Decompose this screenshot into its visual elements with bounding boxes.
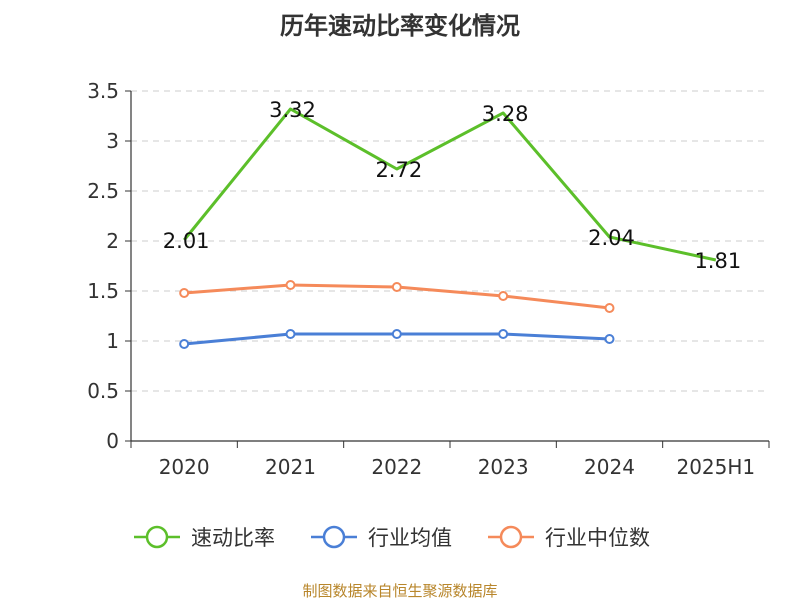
y-tick-label-2: 1 [106,329,119,353]
data-label-2: 2.72 [375,158,422,182]
x-tick-label-0: 2020 [159,455,210,479]
series-2-point-1 [285,280,296,290]
x-tick-label-4: 2024 [584,455,635,479]
legend-label-0: 速动比率 [191,526,275,550]
legend-label-2: 行业中位数 [545,526,650,550]
y-tick-label-0: 0 [106,429,119,453]
x-tick-label-1: 2021 [265,455,316,479]
legend-label-1: 行业均值 [368,526,452,550]
y-tick-label-3: 1.5 [87,279,119,303]
y-tick-label-6: 3 [106,129,119,153]
data-label-0: 2.01 [163,229,210,253]
series-2-point-2 [391,282,402,292]
source-note: 制图数据来自恒生聚源数据库 [302,582,497,600]
legend: 速动比率 行业均值 行业中位数 [134,525,650,550]
x-tick-label-5: 2025H1 [676,455,755,479]
series-layer [179,107,717,349]
series-2-point-4 [604,303,615,313]
data-label-3: 3.28 [482,102,529,126]
series-line-0 [183,107,717,262]
grid-lines [131,90,769,392]
series-1-point-0 [179,339,190,349]
series-2-point-0 [179,288,190,298]
series-1-point-3 [498,329,509,339]
series-1-point-4 [604,334,615,344]
y-tick-label-4: 2 [106,229,119,253]
legend-marker-2 [499,525,523,549]
x-tick-label-2: 2022 [371,455,422,479]
legend-marker-0 [145,525,169,549]
y-tick-label-1: 0.5 [87,379,119,403]
chart-title: 历年速动比率变化情况 [280,12,520,40]
data-label-4: 2.04 [588,226,635,250]
y-tick-label-5: 2.5 [87,179,119,203]
legend-marker-1 [322,525,346,549]
series-2-point-3 [498,291,509,301]
series-1-point-2 [391,329,402,339]
x-tick-label-3: 2023 [478,455,529,479]
y-tick-label-7: 3.5 [87,79,119,103]
data-label-1: 3.32 [269,98,316,122]
data-label-5: 1.81 [694,249,741,273]
axes: 0 0.5 1 1.5 2 2.5 3 3.5 2020 2021 2022 2023 2024 2025… [87,79,770,479]
data-labels: 2.01 3.32 2.72 3.28 2.04 1.81 [163,98,741,273]
series-1-point-1 [285,329,296,339]
